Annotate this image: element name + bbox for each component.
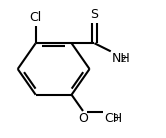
Text: O: O (78, 112, 88, 125)
Text: CH: CH (104, 112, 122, 125)
Text: 3: 3 (113, 114, 119, 123)
Text: NH: NH (112, 52, 130, 65)
Text: S: S (90, 8, 98, 21)
Text: 2: 2 (121, 55, 126, 64)
Text: Cl: Cl (30, 11, 42, 24)
